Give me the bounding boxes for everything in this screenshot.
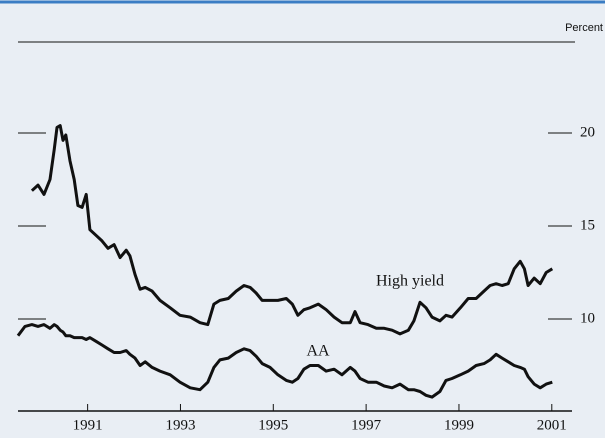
series-label: AA (306, 343, 330, 360)
y-tick-label: 15 (580, 217, 595, 233)
x-tick-label: 1991 (73, 417, 103, 433)
x-tick-label: 1997 (351, 417, 382, 433)
y-tick-label: 20 (580, 124, 595, 140)
y-tick-label: 10 (580, 310, 595, 326)
series-line (30, 124, 554, 336)
x-tick-label: 1995 (258, 417, 288, 433)
series-label: High yield (376, 273, 444, 290)
series-line (16, 323, 553, 399)
y-axis-label: Percent (565, 22, 603, 34)
x-tick-label: 1993 (165, 417, 195, 433)
x-tick-label: 2001 (537, 417, 567, 433)
x-tick-label: 1999 (444, 417, 474, 433)
